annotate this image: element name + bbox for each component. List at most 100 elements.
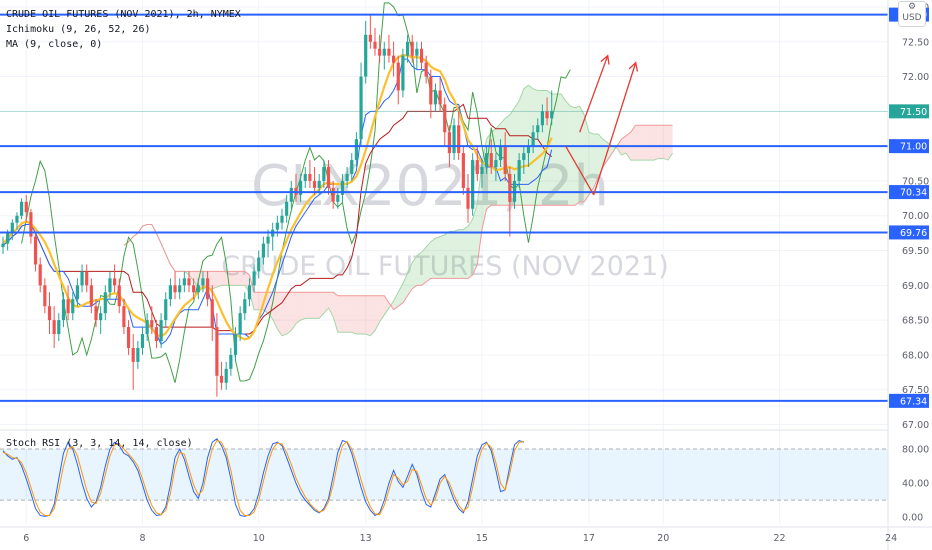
ichimoku-cloud-segment (365, 295, 371, 336)
candle-body (164, 299, 168, 321)
candle-body (1, 243, 5, 248)
price-tick-label: 70.50 (902, 176, 929, 187)
candle-body (192, 285, 196, 293)
ichimoku-legend[interactable]: Ichimoku (9, 26, 52, 26) (6, 24, 151, 35)
candle-body (261, 243, 265, 258)
candle-body (289, 187, 293, 202)
level-price-label: 67.34 (900, 396, 927, 407)
ichimoku-cloud-segment (654, 125, 659, 161)
candle-body (550, 111, 554, 119)
ichimoku-cloud-segment (295, 292, 301, 324)
candle-body (71, 299, 75, 314)
kijun-sen-line (2, 103, 552, 335)
ichimoku-cloud-segment (458, 229, 464, 279)
ichimoku-cloud-segment (412, 255, 417, 289)
ichimoku-cloud-segment (328, 292, 334, 317)
candle-body (24, 201, 28, 213)
ichimoku-cloud-segment (272, 292, 278, 329)
ichimoku-cloud-segment (240, 271, 245, 286)
ichimoku-cloud-segment (477, 163, 482, 265)
ichimoku-cloud-segment (537, 90, 543, 206)
projection-arrow-segment (579, 55, 609, 133)
currency-button[interactable]: ⚙ USD (898, 1, 926, 27)
projection-arrow-head (628, 61, 639, 72)
candle-body (215, 327, 219, 376)
candle-body (140, 334, 145, 348)
leading-span-a (123, 84, 674, 337)
scale-settings-icon: ⚙ (907, 2, 917, 12)
last-price-tag (889, 104, 929, 119)
candle-body (522, 153, 526, 161)
candle-body (61, 299, 66, 321)
candle-body (419, 48, 424, 63)
currency-label: USD (902, 13, 922, 23)
projection-arrow-segment (565, 145, 595, 196)
ichimoku-cloud-segment (658, 125, 664, 159)
ichimoku-cloud-segment (463, 226, 468, 279)
candle-body (396, 62, 400, 91)
candle-body (405, 41, 410, 56)
ma-legend[interactable]: MA (9, close, 0) (6, 39, 103, 50)
candle-body (6, 233, 10, 244)
candle-body (38, 264, 42, 286)
candle-body (312, 180, 317, 188)
ichimoku-cloud-segment (361, 295, 366, 335)
level-price-label: 69.76 (900, 228, 927, 239)
ichimoku-cloud-segment (291, 292, 296, 331)
candle-body (196, 285, 200, 293)
candle-body (252, 271, 256, 286)
price-tick-label: 68.00 (902, 350, 929, 361)
candle-body (545, 111, 549, 119)
candle-body (257, 257, 261, 272)
candle-body (489, 153, 493, 168)
ichimoku-cloud-segment (440, 234, 445, 279)
candle-body (150, 320, 154, 328)
candle-body (480, 167, 484, 174)
price-tick-label: 70.00 (902, 211, 929, 222)
candle-body (280, 215, 284, 223)
candle-body (508, 173, 512, 202)
time-tick-label: 8 (139, 533, 145, 544)
ichimoku-cloud-segment (189, 271, 194, 281)
moving-average-line (2, 53, 553, 341)
ichimoku-cloud-segment (598, 133, 603, 178)
level-price-tag (889, 139, 929, 154)
candle-body (66, 299, 70, 314)
candle-body (536, 125, 540, 133)
candle-body (345, 173, 349, 181)
ichimoku-cloud-segment (384, 295, 389, 315)
leading-span-b (123, 124, 673, 311)
ichimoku-cloud-segment (235, 271, 241, 286)
candle-body (340, 180, 345, 195)
stoch-rsi-legend[interactable]: Stoch RSI (3, 3, 14, 14, close) (6, 438, 193, 449)
stoch-rsi-tick-label: 0.00 (902, 513, 923, 524)
candle-body (494, 160, 498, 168)
ichimoku-cloud-segment (649, 125, 654, 161)
ichimoku-cloud-segment (640, 125, 645, 161)
candle-body (424, 62, 428, 77)
candle-body (89, 285, 93, 307)
candle-body (275, 222, 279, 230)
candle-body (401, 55, 405, 91)
candle-body (452, 125, 456, 154)
ichimoku-cloud-segment (574, 106, 580, 206)
ichimoku-cloud-segment (342, 295, 348, 333)
time-tick-label: 6 (23, 533, 29, 544)
ichimoku-cloud-segment (314, 292, 320, 319)
ichimoku-cloud-segment (193, 271, 199, 288)
ichimoku-cloud-segment (454, 229, 459, 279)
ichimoku-cloud-segment (230, 271, 236, 286)
candle-body (154, 327, 159, 342)
ichimoku-cloud-segment (449, 231, 455, 279)
candle-body (219, 375, 224, 383)
candle-body (145, 320, 149, 335)
ichimoku-cloud-segment (282, 292, 287, 336)
candle-body (33, 236, 38, 265)
time-tick-label: 24 (885, 533, 897, 544)
candle-body (168, 285, 172, 300)
ichimoku-cloud-segment (379, 295, 385, 322)
candle-body (47, 306, 52, 321)
watermark-ticker: CLX2021, 2h (251, 154, 609, 219)
price-tick-label: 72.00 (902, 72, 929, 83)
